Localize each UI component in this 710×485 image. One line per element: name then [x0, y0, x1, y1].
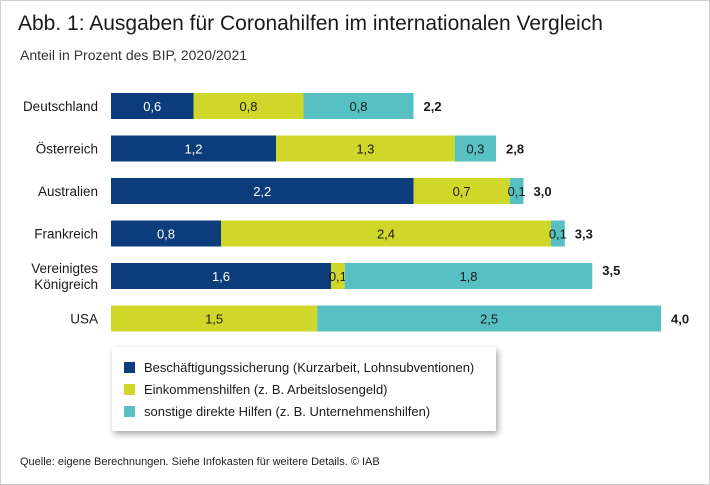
bar-employment-frankreich	[111, 220, 221, 247]
bar-income-deutschland	[193, 93, 304, 119]
bar-label-income-deutschland: 0,8	[239, 99, 257, 114]
bar-label-employment-osterreich: 1,2	[184, 142, 202, 157]
total-label-deutschland: 2,2	[424, 99, 442, 114]
bar-label-employment-deutschland: 0,6	[143, 99, 161, 114]
bar-label-income-usa: 1,5	[205, 312, 223, 327]
bar-label-other-deutschland: 0,8	[349, 99, 367, 114]
bar-income-osterreich	[276, 135, 455, 162]
bar-label-employment-australien: 2,2	[253, 184, 271, 199]
bar-income-frankreich	[221, 220, 551, 247]
bar-other-frankreich	[551, 220, 565, 247]
category-label-vereinigtes-k-nigreich: Vereinigtes Königreich	[31, 261, 98, 292]
bar-label-other-usa: 2,5	[480, 312, 498, 327]
legend-label-employment: Beschäftigungssicherung (Kurzarbeit, Loh…	[144, 359, 475, 375]
bar-income-usa	[111, 305, 318, 332]
bar-income-australien	[413, 178, 510, 204]
category-label-usa: USA	[70, 312, 98, 327]
category-label-frankreich: Frankreich	[34, 227, 98, 242]
total-label-frankreich: 3,3	[575, 227, 593, 242]
source-note: Quelle: eigene Berechnungen. Siehe Infok…	[20, 456, 380, 468]
chart-subtitle: Anteil in Prozent des BIP, 2020/2021	[20, 47, 248, 63]
bar-label-other-osterreich: 0,3	[466, 142, 484, 157]
bar-label-income-vereinigtes-k-nigreich: 0,1	[329, 269, 347, 284]
bar-label-employment-frankreich: 0,8	[157, 227, 175, 242]
category-label-australien: Australien	[38, 184, 98, 199]
total-label-australien: 3,0	[534, 184, 552, 199]
bar-other-usa	[317, 305, 661, 332]
bar-employment-osterreich	[111, 135, 276, 162]
legend-item-income: Einkommenshilfen (z. B. Arbeitslosengeld…	[124, 380, 388, 398]
legend-label-other: sonstige direkte Hilfen (z. B. Unternehm…	[144, 403, 431, 419]
total-label-vereinigtes-k-nigreich: 3,5	[602, 263, 620, 278]
legend: Beschäftigungssicherung (Kurzarbeit, Loh…	[112, 347, 496, 431]
total-label-usa: 4,0	[671, 312, 689, 327]
bar-income-vereinigtes-k-nigreich	[331, 263, 345, 289]
bar-label-other-frankreich: 0,1	[549, 227, 567, 242]
chart-title: Abb. 1: Ausgaben für Coronahilfen im int…	[18, 12, 603, 35]
bar-employment-australien	[111, 178, 414, 204]
bar-other-osterreich	[454, 135, 496, 162]
legend-label-income: Einkommenshilfen (z. B. Arbeitslosengeld…	[144, 381, 388, 397]
bar-label-income-osterreich: 1,3	[356, 142, 374, 157]
bar-employment-vereinigtes-k-nigreich	[111, 263, 331, 289]
legend-item-other: sonstige direkte Hilfen (z. B. Unternehm…	[124, 402, 430, 420]
legend-swatch-income	[124, 383, 135, 395]
category-label-deutschland: Deutschland	[23, 99, 98, 114]
bar-label-other-vereinigtes-k-nigreich: 1,8	[459, 269, 477, 284]
bar-employment-deutschland	[111, 93, 194, 119]
legend-swatch-other	[124, 405, 135, 417]
bar-other-vereinigtes-k-nigreich	[344, 263, 593, 289]
legend-swatch-employment	[124, 361, 135, 373]
bar-label-employment-vereinigtes-k-nigreich: 1,6	[212, 269, 230, 284]
bar-label-income-australien: 0,7	[453, 184, 471, 199]
legend-item-employment: Beschäftigungssicherung (Kurzarbeit, Loh…	[124, 358, 474, 376]
total-label-osterreich: 2,8	[506, 142, 524, 157]
bar-other-australien	[509, 178, 524, 204]
category-label-osterreich: Österreich	[36, 142, 98, 157]
bar-label-other-australien: 0,1	[508, 184, 526, 199]
bar-label-income-frankreich: 2,4	[377, 227, 395, 242]
bar-other-deutschland	[303, 93, 414, 119]
